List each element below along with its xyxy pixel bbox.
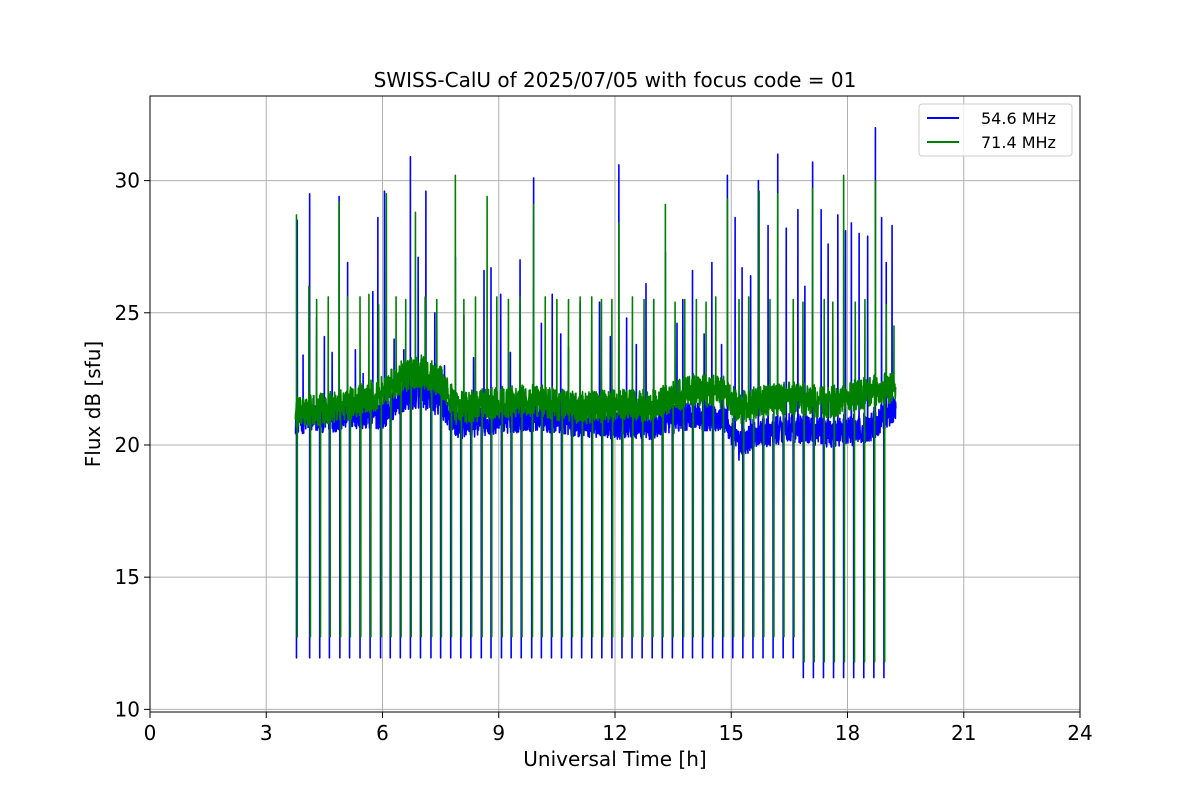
legend-label-54-6-mhz: 54.6 MHz xyxy=(981,109,1056,128)
legend-label-71-4-mhz: 71.4 MHz xyxy=(981,133,1056,152)
x-tick-label: 18 xyxy=(835,721,860,745)
y-axis-label: Flux dB [sfu] xyxy=(81,341,105,467)
x-tick-label: 21 xyxy=(951,721,976,745)
y-tick-label: 30 xyxy=(115,169,140,193)
x-tick-label: 12 xyxy=(602,721,627,745)
x-tick-label: 0 xyxy=(144,721,157,745)
series-line-71-4-mhz xyxy=(294,174,897,663)
x-tick-label: 3 xyxy=(260,721,273,745)
y-tick-label: 20 xyxy=(115,433,140,457)
x-axis-label: Universal Time [h] xyxy=(523,747,706,771)
x-tick-label: 9 xyxy=(492,721,505,745)
y-tick-label: 15 xyxy=(115,565,140,589)
plot-series xyxy=(294,126,897,679)
x-tick-label: 6 xyxy=(376,721,389,745)
legend: 54.6 MHz 71.4 MHz xyxy=(918,103,1073,157)
chart-title: SWISS-CalU of 2025/07/05 with focus code… xyxy=(374,68,857,92)
axis-ticks: 0 3 6 9 12 15 18 21 24 10 15 20 25 30 xyxy=(115,169,1093,745)
x-tick-label: 15 xyxy=(719,721,744,745)
x-tick-label: 24 xyxy=(1067,721,1092,745)
y-tick-label: 10 xyxy=(115,697,140,721)
y-tick-label: 25 xyxy=(115,301,140,325)
